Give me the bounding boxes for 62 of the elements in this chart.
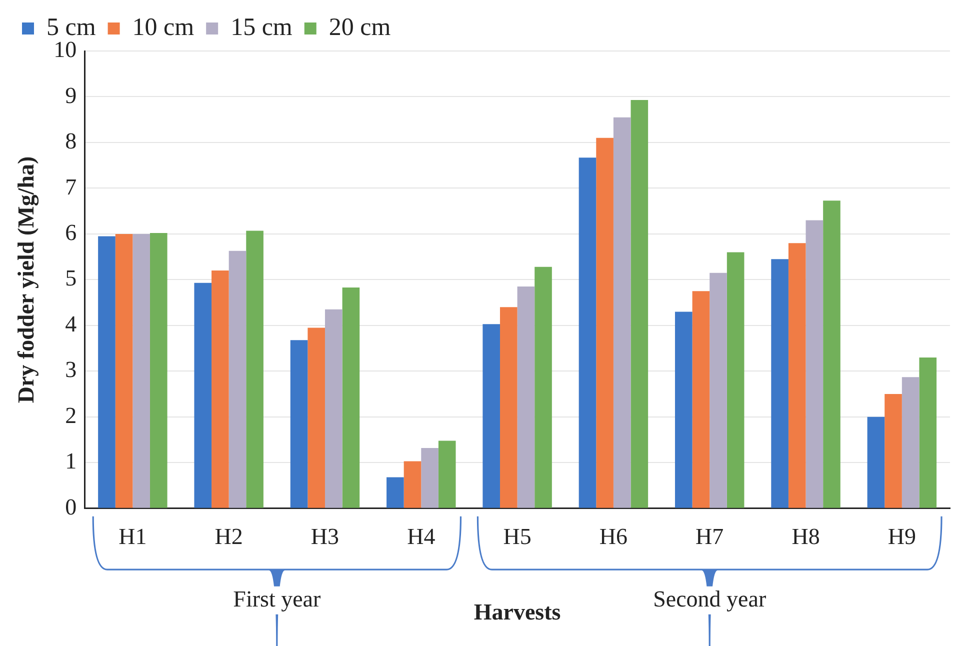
- text: Second year: [653, 586, 766, 612]
- x-tick-label: H5: [503, 524, 532, 550]
- x-tick-label: H9: [888, 524, 916, 550]
- bar: [771, 259, 788, 508]
- bar: [342, 287, 360, 508]
- x-tick-label: H3: [310, 524, 340, 550]
- legend-label: 10 cm: [132, 14, 195, 42]
- bar: [867, 416, 885, 508]
- y-tick-label: 1: [65, 448, 77, 474]
- y-tick-label: 3: [65, 357, 77, 382]
- bar: [404, 461, 422, 508]
- bar: [438, 440, 456, 508]
- bar: [228, 250, 246, 508]
- bar: [308, 328, 325, 508]
- bar: [534, 266, 552, 508]
- bar: [613, 117, 631, 508]
- y-axis-title: Dry fodder yield (Mg/ha): [14, 156, 40, 404]
- text: First year: [233, 586, 321, 612]
- bar: [902, 377, 920, 508]
- bar: [710, 272, 727, 508]
- bar: [324, 309, 342, 508]
- x-tick-label: H2: [214, 524, 243, 550]
- y-tick-label: 9: [65, 82, 77, 108]
- x-tick-label: H8: [792, 524, 820, 550]
- bar: [630, 100, 648, 508]
- bar: [482, 324, 500, 508]
- y-tick-label: 6: [65, 220, 77, 246]
- legend-label: 20 cm: [328, 14, 392, 42]
- bar: [726, 252, 744, 508]
- bar: [421, 448, 438, 508]
- bar: [212, 270, 229, 508]
- bar: [115, 234, 133, 508]
- y-tick-label: 4: [65, 311, 78, 336]
- bar: [806, 220, 824, 508]
- bar: [517, 286, 535, 508]
- bar: [788, 243, 806, 508]
- legend-label: 15 cm: [230, 14, 293, 42]
- bar: [290, 340, 308, 508]
- y-tick-label: 5: [65, 266, 77, 291]
- bar: [919, 357, 937, 508]
- x-tick-label: H6: [599, 524, 628, 550]
- bar: [500, 307, 518, 508]
- bar: [386, 477, 404, 508]
- x-tick-label: H1: [118, 524, 147, 550]
- y-tick-label: 2: [65, 402, 77, 428]
- bar: [823, 200, 840, 508]
- x-axis-title: Harvests: [474, 599, 561, 624]
- bar: [884, 394, 902, 508]
- y-tick-label: 8: [65, 128, 77, 154]
- bar: [132, 234, 150, 508]
- bar: [246, 230, 264, 508]
- bar: [150, 233, 168, 508]
- bar: [596, 138, 614, 508]
- y-tick-label: 0: [65, 494, 77, 520]
- bar: [674, 312, 692, 508]
- bar: [98, 236, 116, 508]
- y-tick-label: 7: [65, 174, 77, 200]
- x-tick-label: H4: [407, 524, 436, 550]
- x-tick-label: H7: [696, 524, 724, 550]
- bar: [578, 158, 596, 508]
- bar: [194, 282, 212, 508]
- bar: [692, 291, 710, 508]
